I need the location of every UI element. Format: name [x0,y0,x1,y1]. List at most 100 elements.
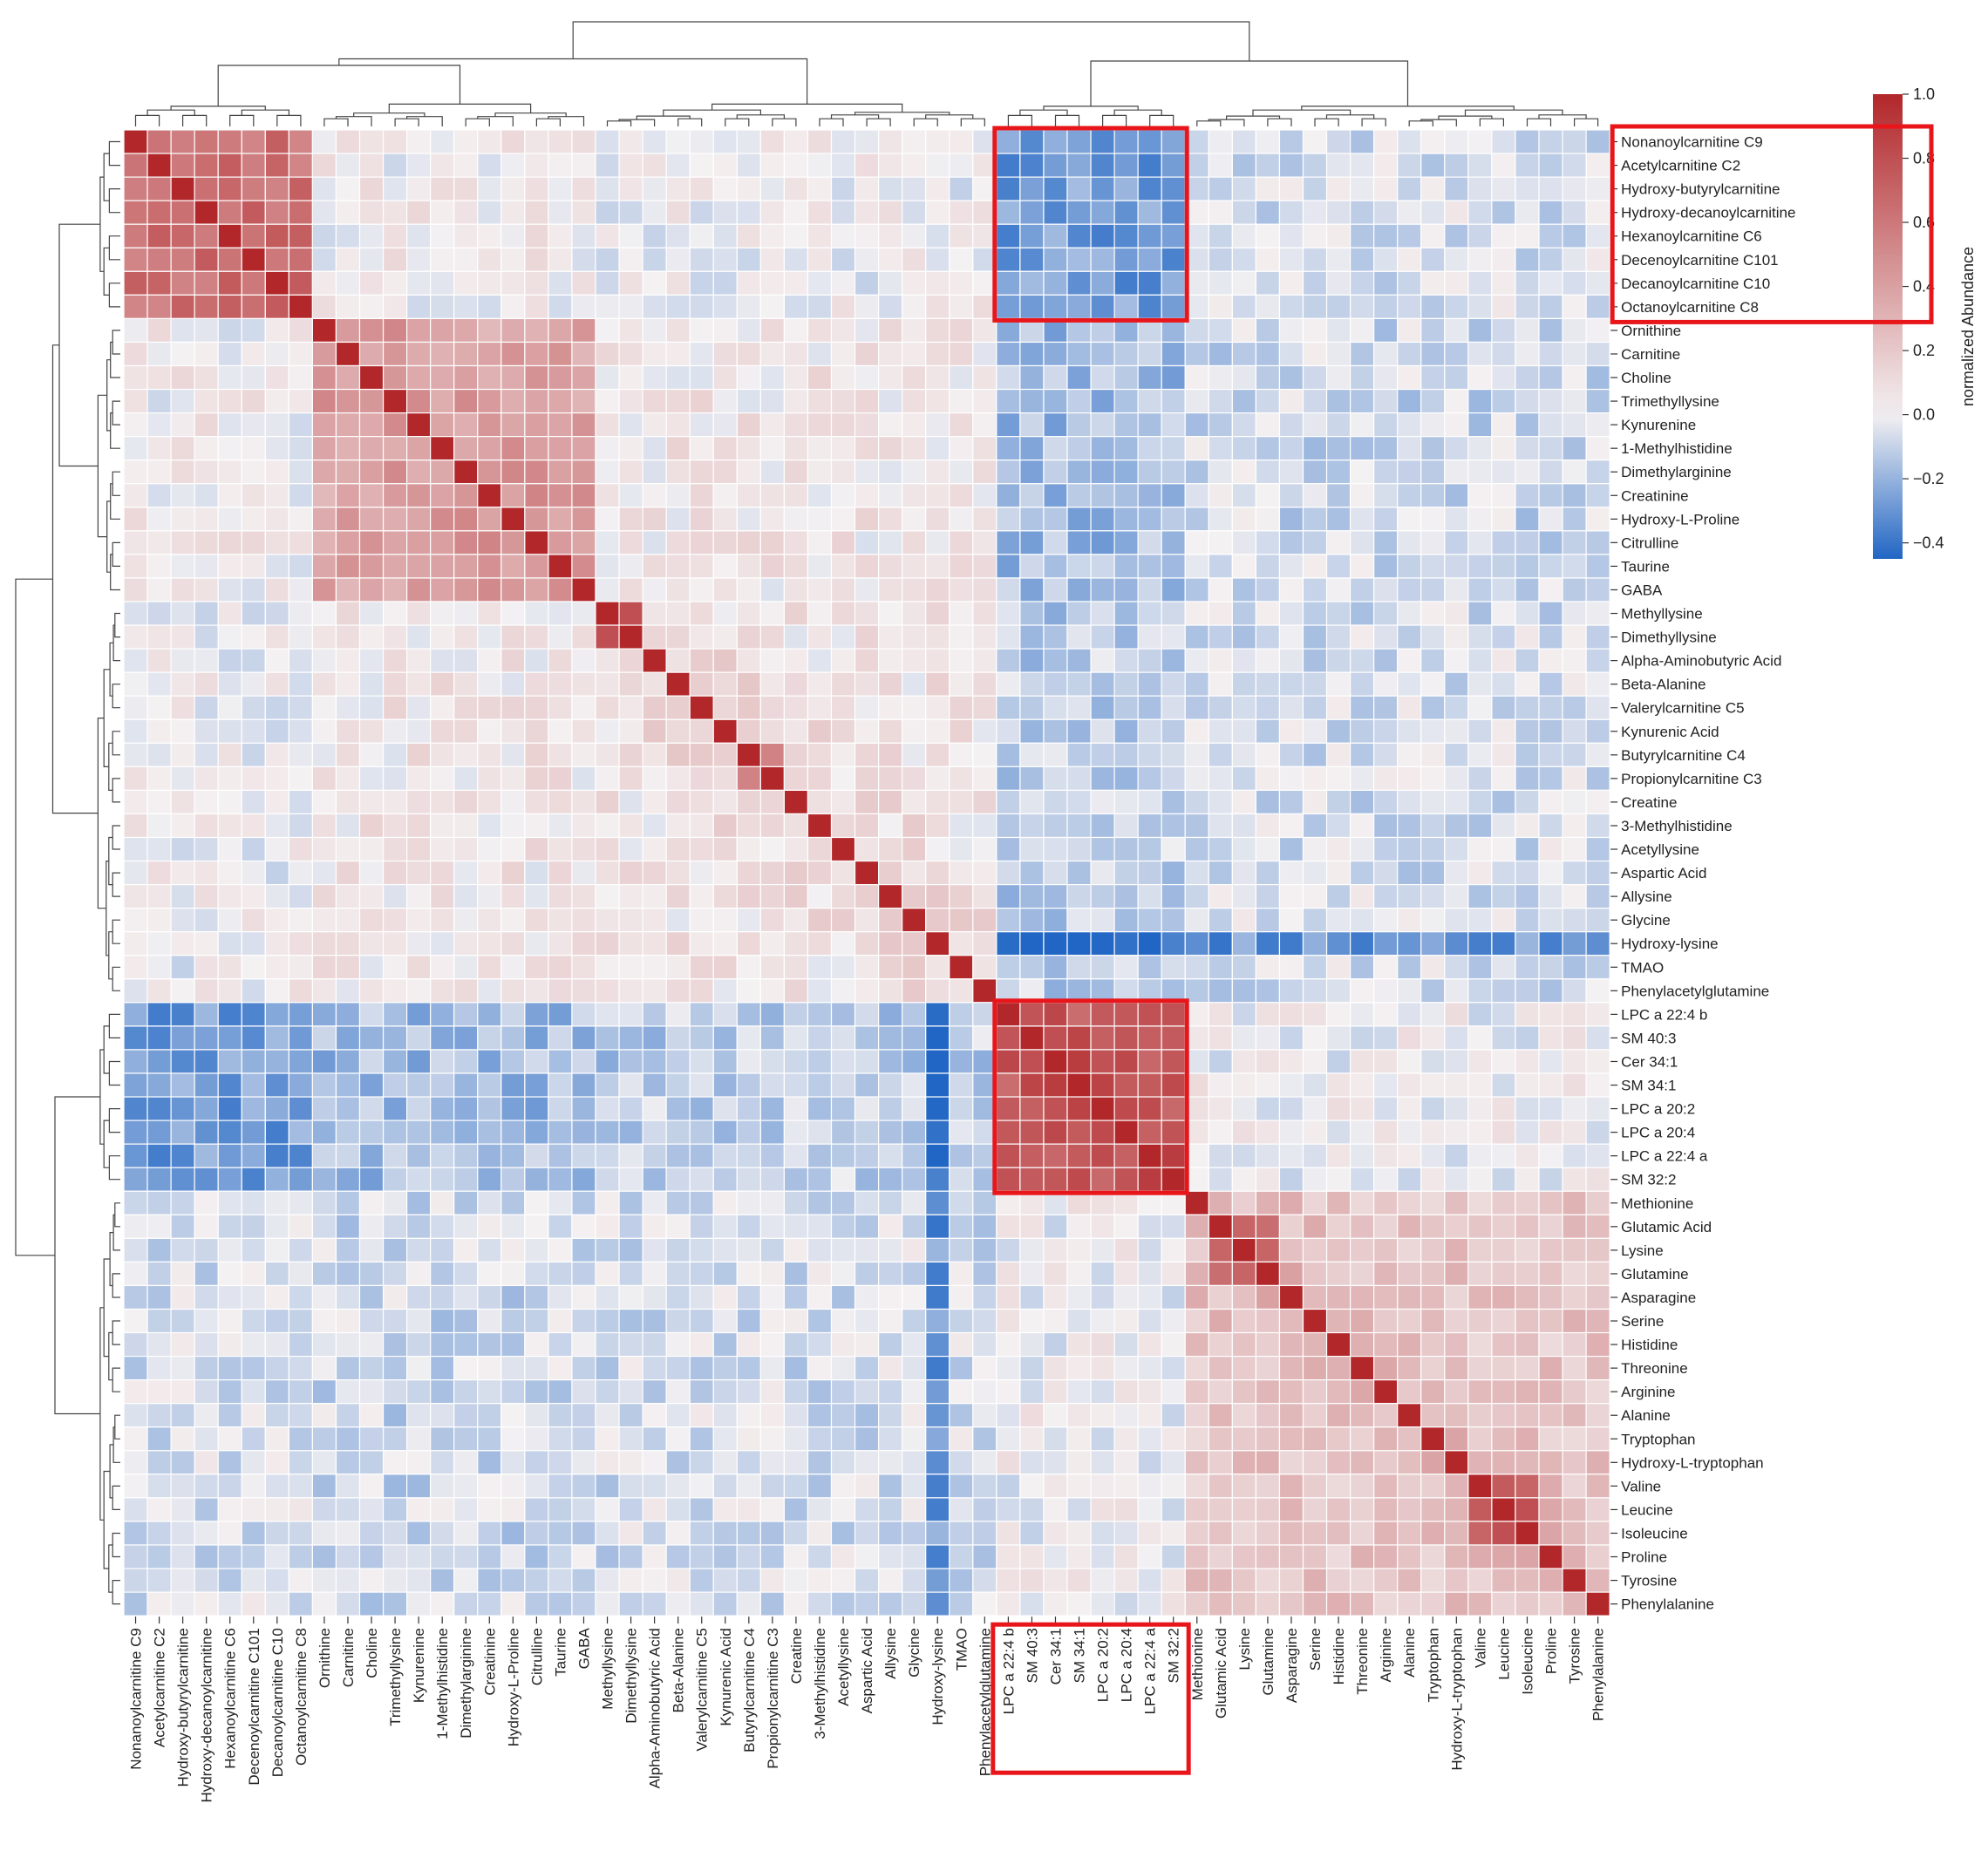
heatmap-cell-sm-32-2--butyrylcarnitine-c4 [736,1167,761,1192]
heatmap-cell-3-methylhistidine--gaba [571,813,596,839]
heatmap-cell-serine--octanoylcarnitine-c8 [288,1308,314,1334]
heatmap-cell-hydroxy-butyrylcarnitine--tryptophan [1420,176,1446,201]
heatmap-cell-aspartic-acid--lpc-a-20-4 [1113,860,1139,886]
heatmap-cell-phenylalanine--gaba [571,1591,596,1616]
heatmap-cell-beta-alanine--dimethylarginine [453,671,479,697]
heatmap-cell-trimethyllysine--choline [358,388,385,414]
heatmap-cell-hydroxy-decanoylcarnitine--hydroxy-l-tryptophan [1444,200,1469,225]
heatmap-cell-lpc-a-20-4--kynurenic-acid [712,1120,738,1145]
heatmap-cell-octanoylcarnitine-c8--sm-34-1 [1066,294,1092,320]
heatmap-cell-sm-40-3--histidine [1325,1025,1351,1051]
heatmap-cell-phenylalanine--hydroxy-l-tryptophan [1444,1591,1469,1616]
heatmap-cell-acetyllysine--tmao [949,836,974,862]
heatmap-cell-nonanoylcarnitine-c9--taurine [548,129,573,154]
heatmap-cell-tryptophan--valerylcarnitine-c5 [689,1426,714,1452]
col-label-lpc-a-22-4-b: LPC a 22:4 b [1000,1628,1017,1714]
heatmap-cell-cer-34-1--acetyllysine [830,1049,856,1074]
heatmap-cell-isoleucine--hexanoylcarnitine-c6 [217,1521,242,1546]
heatmap-cell-citrulline--tmao [949,530,974,555]
heatmap-cell-hexanoylcarnitine-c6--tryptophan [1420,223,1446,248]
heatmap-cell-decenoylcarnitine-c101--lpc-a-20-4 [1113,247,1139,272]
heatmap-cell-propionylcarnitine-c3--creatine [783,766,809,791]
heatmap-cell-gaba--tmao [949,577,974,602]
heatmap-cell-hydroxy-l-proline--kynurenic-acid [712,507,738,532]
heatmap-cell-acetyllysine--valine [1467,836,1493,862]
heatmap-cell-aspartic-acid--tryptophan [1420,860,1446,886]
heatmap-cell-dimethylarginine--1-methylhistidine [430,459,455,485]
heatmap-cell-kynurenine--hydroxy-l-proline [500,412,526,438]
heatmap-cell-glutamine--propionylcarnitine-c3 [759,1261,785,1287]
heatmap-cell-octanoylcarnitine-c8--hydroxy-butyrylcarnitine [170,294,195,320]
heatmap-cell-choline--hydroxy-l-tryptophan [1444,364,1469,391]
heatmap-cell-trimethyllysine--allysine [877,388,903,414]
heatmap-cell-creatinine--hydroxy-l-tryptophan [1444,483,1469,508]
heatmap-cell-arginine--carnitine [335,1379,361,1405]
heatmap-cell-octanoylcarnitine-c8--alpha-aminobutyric-acid [642,294,667,320]
row-label-lpc-a-22-4-a: LPC a 22:4 a [1621,1148,1708,1165]
heatmap-cell-lpc-a-20-4--octanoylcarnitine-c8 [288,1120,314,1145]
heatmap-cell-creatine--tmao [949,789,974,815]
heatmap-cell-glutamine--choline [358,1261,385,1287]
heatmap-cell-beta-alanine--leucine [1491,671,1516,697]
heatmap-cell-1-methylhistidine--decenoylcarnitine-c101 [241,436,266,461]
heatmap-cell-glycine--valerylcarnitine-c5 [689,908,714,933]
heatmap-cell-tmao--acetylcarnitine-c2 [146,955,172,980]
heatmap-cell-nonanoylcarnitine-c9--trimethyllysine [382,129,408,154]
heatmap-cell-tyrosine--decanoylcarnitine-c10 [264,1568,289,1593]
heatmap-cell-glycine--lpc-a-20-4 [1113,908,1139,933]
heatmap-cell-hydroxy-butyrylcarnitine--lpc-a-22-4-a [1137,176,1162,201]
dendrogram-branch-left-50-53 [108,1331,113,1381]
row-label-valine: Valine [1621,1478,1661,1494]
heatmap-cell-decenoylcarnitine-c101--glycine [902,247,927,272]
heatmap-cell-hexanoylcarnitine-c6--sm-32-2 [1161,223,1186,248]
heatmap-cell-butyrylcarnitine-c4--creatinine [477,742,502,767]
colorbar-tick-label: 0.0 [1913,406,1935,424]
heatmap-cell-allysine--creatinine [477,883,502,909]
heatmap-cell-arginine--kynurenic-acid [712,1379,738,1405]
heatmap-cell-aspartic-acid--arginine [1373,860,1399,886]
heatmap-cell-nonanoylcarnitine-c9--3-methylhistidine [807,129,833,154]
heatmap-cell-lpc-a-20-2--acetyllysine [830,1096,856,1121]
heatmap-cell-phenylalanine--kynurenic-acid [712,1591,738,1616]
heatmap-cell-decenoylcarnitine-c101--acetylcarnitine-c2 [146,247,172,272]
row-label-arginine: Arginine [1621,1384,1675,1400]
heatmap-cell-citrulline--citrulline [524,530,549,555]
heatmap-cell-sm-40-3--asparagine [1278,1025,1304,1051]
heatmap-cell-tryptophan--ornithine [311,1426,337,1452]
heatmap-cell-aspartic-acid--hydroxy-l-tryptophan [1444,860,1469,886]
heatmap-cell-hydroxy-decanoylcarnitine--glutamine [1255,200,1281,225]
heatmap-cell-methionine--decenoylcarnitine-c101 [241,1190,266,1215]
heatmap-cell-glutamic-acid--glutamine [1255,1214,1281,1239]
row-label-propionylcarnitine-c3: Propionylcarnitine C3 [1621,771,1762,787]
heatmap-cell-octanoylcarnitine-c8--carnitine [335,294,361,320]
heatmap-cell-serine--carnitine [335,1308,361,1334]
heatmap-cell-lpc-a-22-4-b--valine [1467,1002,1493,1027]
heatmap-cell-isoleucine--taurine [548,1521,573,1546]
heatmap-cell-creatinine--phenylalanine [1585,483,1610,508]
heatmap-cell-histidine--hydroxy-butyrylcarnitine [170,1331,195,1358]
col-label-ornithine: Ornithine [317,1628,333,1688]
heatmap-cell-octanoylcarnitine-c8--1-methylhistidine [430,294,455,320]
dendrogram-branch-top-root [572,21,1250,61]
heatmap-cell-gaba--lpc-a-22-4-a [1137,577,1162,602]
heatmap-cell-cer-34-1--1-methylhistidine [430,1049,455,1074]
heatmap-cell-kynurenine--isoleucine [1515,412,1540,438]
heatmap-cell-gaba--ornithine [311,577,337,602]
heatmap-cell-phenylacetylglutamine--hexanoylcarnitine-c6 [217,978,242,1004]
heatmap-cell-tyrosine--lpc-a-20-2 [1090,1568,1115,1593]
heatmap-cell-asparagine--asparagine [1278,1284,1304,1310]
heatmap-cell-hydroxy-lysine--alpha-aminobutyric-acid [642,931,667,956]
heatmap-cell-kynurenic-acid--methionine [1184,718,1209,744]
heatmap-cell-asparagine--methionine [1184,1284,1209,1310]
heatmap-cell-glutamine--3-methylhistidine [807,1261,833,1287]
heatmap-cell-nonanoylcarnitine-c9--arginine [1373,129,1399,154]
heatmap-cell-glutamic-acid--sm-34-1 [1066,1214,1092,1239]
heatmap-cell-sm-40-3--sm-32-2 [1161,1025,1186,1051]
heatmap-cell-butyrylcarnitine-c4--isoleucine [1515,742,1540,767]
heatmap-cell-decenoylcarnitine-c101--sm-40-3 [1019,247,1045,272]
heatmap-cell-butyrylcarnitine-c4--cer-34-1 [1043,742,1068,767]
heatmap-cell-lpc-a-20-4--dimethyllysine [618,1120,643,1145]
heatmap-cell-glutamine--valerylcarnitine-c5 [689,1261,714,1287]
heatmap-cell-propionylcarnitine-c3--lpc-a-20-4 [1113,766,1139,791]
heatmap-cell-acetylcarnitine-c2--propionylcarnitine-c3 [759,153,785,178]
